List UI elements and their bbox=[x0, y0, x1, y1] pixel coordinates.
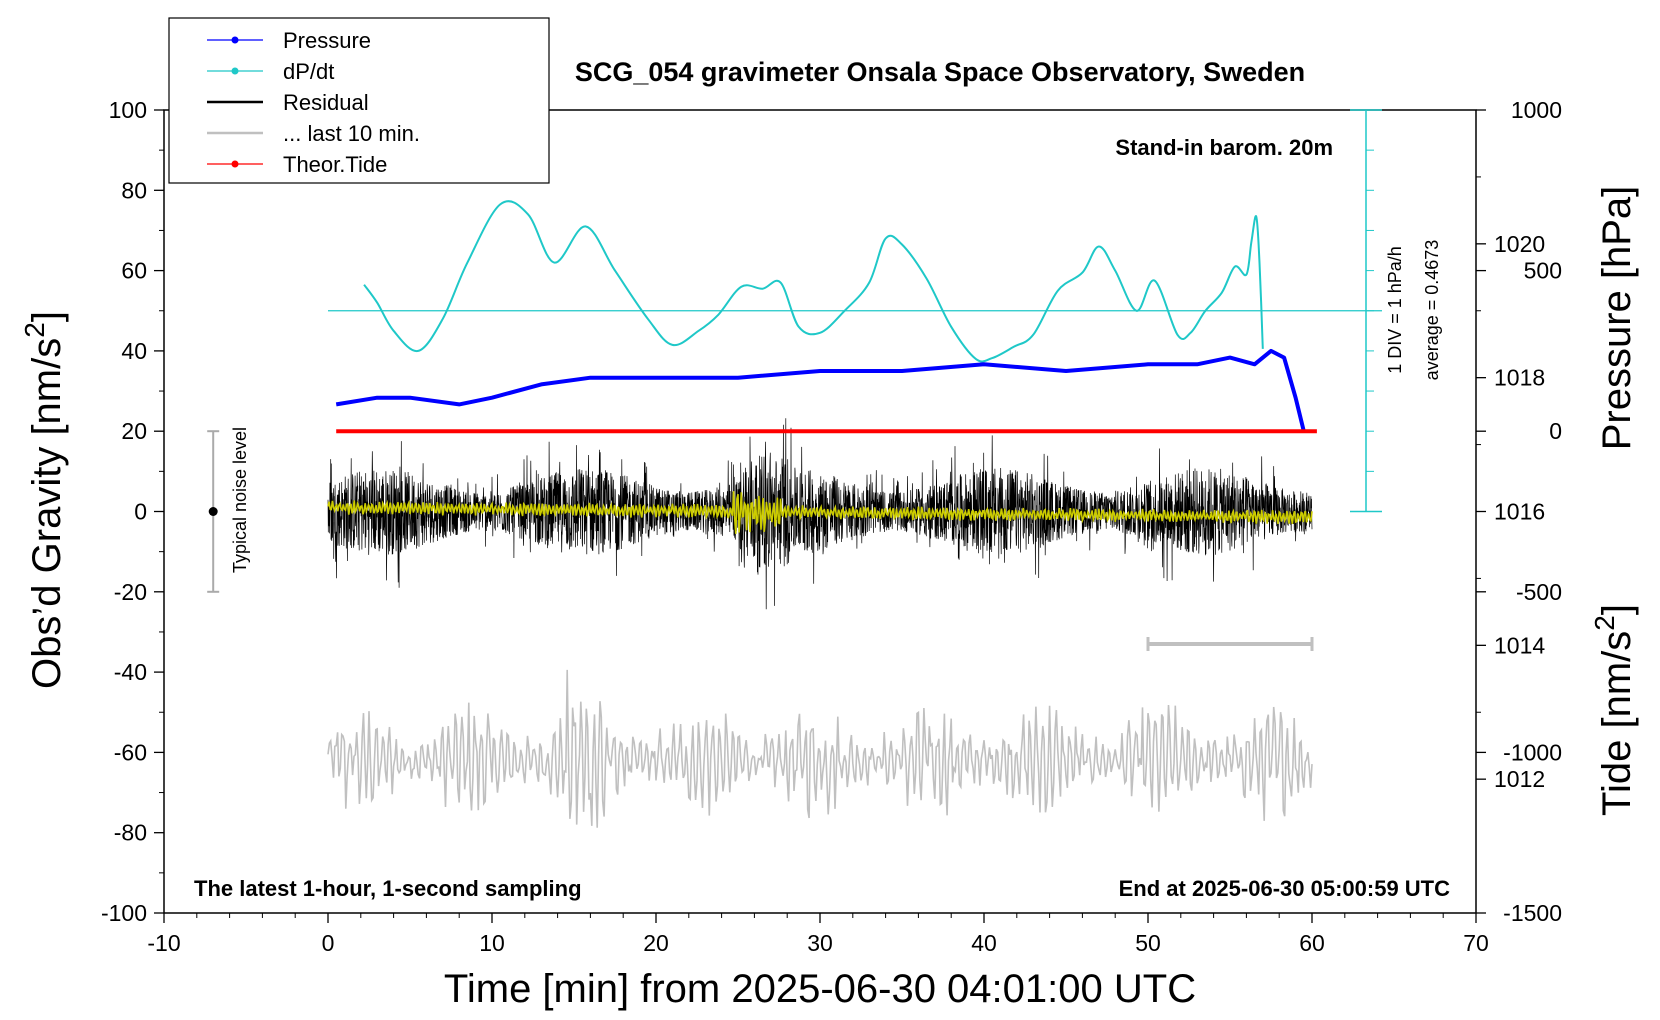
legend-label: Theor.Tide bbox=[283, 152, 387, 177]
legend-box bbox=[168, 17, 550, 184]
y-tick-label: -40 bbox=[114, 659, 147, 685]
y-axis-label: Obs’d Gravity [nm/s2] bbox=[19, 311, 69, 689]
tide-axis-label-sup: 2 bbox=[1589, 615, 1620, 631]
pressure-tick-label: 1018 bbox=[1494, 365, 1545, 391]
end-at-note: End at 2025-06-30 05:00:59 UTC bbox=[1119, 876, 1450, 901]
pressure-axis-label: Pressure [hPa] bbox=[1595, 186, 1639, 451]
tide-tick-label: -1000 bbox=[1503, 739, 1562, 765]
legend-label: Residual bbox=[283, 90, 369, 115]
y-axis-label-end: ] bbox=[25, 311, 69, 322]
last-10-min-series bbox=[327, 636, 1314, 828]
y-tick-label: -20 bbox=[114, 579, 147, 605]
residual-smooth-line bbox=[327, 491, 1313, 534]
pressure-axis-ticks: 1012 1014 1016 1018 1020 bbox=[1476, 176, 1545, 792]
x-tick-label: 0 bbox=[322, 930, 335, 956]
legend-swatch-dot bbox=[231, 36, 239, 44]
x-tick-label: 60 bbox=[1299, 930, 1325, 956]
residual-line bbox=[327, 418, 1313, 610]
legend-label: ... last 10 min. bbox=[283, 121, 420, 146]
tide-axis-label-main: Tide [nm/s bbox=[1595, 631, 1639, 816]
x-tick-label: 20 bbox=[643, 930, 669, 956]
dpdt-scale-label: 1 DIV = 1 hPa/h bbox=[1385, 246, 1405, 374]
tide-tick-label: -1500 bbox=[1503, 900, 1562, 926]
y-axis-label-main: Obs’d Gravity [nm/s bbox=[25, 338, 69, 689]
pressure-tick-label: 1014 bbox=[1494, 632, 1545, 658]
y-tick-label: -60 bbox=[114, 739, 147, 765]
tide-tick-label: 500 bbox=[1524, 258, 1562, 284]
last-10-min-line bbox=[327, 669, 1313, 828]
x-tick-label: 40 bbox=[971, 930, 997, 956]
left-axis-ticks: -100 -80 -60 -40 -20 0 20 40 60 80 100 bbox=[101, 97, 164, 926]
tide-tick-label: -500 bbox=[1516, 579, 1562, 605]
pressure-tick-label: 1012 bbox=[1494, 766, 1545, 792]
legend-label: dP/dt bbox=[283, 59, 334, 84]
y-tick-label: 80 bbox=[121, 177, 147, 203]
noise-level-label: Typical noise level bbox=[230, 427, 250, 573]
pressure-line bbox=[335, 348, 1306, 432]
legend-swatch-dot bbox=[231, 67, 239, 75]
y-tick-label: 60 bbox=[121, 258, 147, 284]
y-tick-label: 40 bbox=[121, 338, 147, 364]
dpdt-average-label: average = 0.4673 bbox=[1422, 240, 1442, 381]
noise-level-dot bbox=[208, 507, 218, 516]
x-tick-label: 70 bbox=[1463, 930, 1489, 956]
pressure-series bbox=[335, 348, 1306, 432]
x-tick-label: 30 bbox=[807, 930, 833, 956]
y-tick-label: 20 bbox=[121, 418, 147, 444]
legend: Pressure dP/dt Residual ... last 10 min. The… bbox=[168, 17, 550, 184]
dpdt-line bbox=[363, 200, 1264, 363]
latest-note: The latest 1-hour, 1-second sampling bbox=[194, 876, 582, 901]
y-tick-label: 100 bbox=[109, 97, 147, 123]
legend-label: Pressure bbox=[283, 28, 371, 53]
tide-axis-label: Tide [nm/s2] bbox=[1589, 604, 1639, 816]
x-tick-label: 50 bbox=[1135, 930, 1161, 956]
x-tick-label: 10 bbox=[479, 930, 505, 956]
tide-axis-label-end: ] bbox=[1595, 604, 1639, 615]
tide-tick-label: 0 bbox=[1549, 418, 1562, 444]
x-axis-ticks: -10 0 10 20 30 40 50 60 70 bbox=[147, 913, 1489, 956]
dpdt-series bbox=[363, 200, 1264, 363]
y-tick-label: -80 bbox=[114, 820, 147, 846]
noise-level-bar bbox=[207, 430, 220, 593]
y-tick-label: 0 bbox=[134, 499, 147, 525]
y-axis-label-sup: 2 bbox=[19, 322, 50, 338]
stand-in-note: Stand-in barom. 20m bbox=[1115, 135, 1333, 160]
pressure-tick-label: 1016 bbox=[1494, 499, 1545, 525]
chart-title: SCG_054 gravimeter Onsala Space Observat… bbox=[575, 57, 1305, 87]
tide-tick-label: 1000 bbox=[1511, 97, 1562, 123]
tide-axis-ticks: -1500 -1000 -500 0 500 1000 bbox=[1476, 97, 1562, 926]
y-tick-label: -100 bbox=[101, 900, 147, 926]
x-tick-label: -10 bbox=[147, 930, 180, 956]
residual-series bbox=[327, 418, 1313, 610]
legend-swatch-dot bbox=[231, 160, 239, 168]
pressure-tick-label: 1020 bbox=[1494, 231, 1545, 257]
x-axis-label: Time [min] from 2025-06-30 04:01:00 UTC bbox=[444, 967, 1196, 1011]
